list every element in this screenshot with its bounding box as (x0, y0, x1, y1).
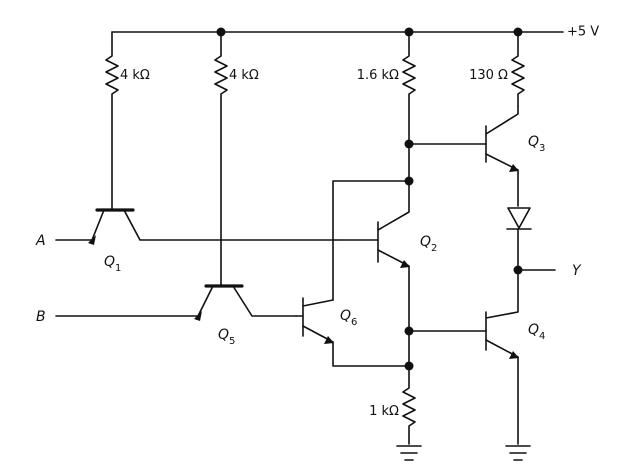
transistor-q5 (55, 283, 297, 321)
input-a-label: A (35, 233, 46, 249)
q6-emitter-arrow (324, 336, 334, 344)
junction-q2-collector (404, 176, 414, 186)
resistor-r2-label: 4 kΩ (229, 68, 259, 83)
q6-collector (302, 299, 334, 307)
output-y-label: Y (572, 263, 582, 279)
q6-emitter (302, 325, 410, 367)
q2-collector (377, 143, 410, 231)
junction-top-2 (404, 27, 414, 37)
diode (506, 207, 556, 271)
junction-top-1 (216, 27, 226, 37)
resistor-r3 (402, 31, 416, 145)
resistor-r2 (214, 31, 228, 285)
junction-top-3 (513, 27, 523, 37)
supply-label: +5 V (567, 25, 599, 40)
q6-collector-wire (332, 180, 410, 301)
ground-symbol-1 (396, 445, 422, 461)
resistor-r3-label: 1.6 kΩ (357, 68, 399, 83)
resistor-r4-label: 130 Ω (469, 68, 508, 83)
q2-emitter-arrow (400, 260, 410, 268)
q3-label: Q3 (528, 134, 545, 154)
resistor-r1 (105, 31, 119, 209)
q3-emitter-arrow (509, 164, 519, 172)
ground-symbol-2 (505, 445, 531, 461)
resistor-r5-label: 1 kΩ (369, 404, 399, 419)
q3-collector (485, 105, 519, 135)
q2-label: Q2 (420, 234, 437, 254)
resistor-r1-label: 4 kΩ (120, 68, 150, 83)
q5-label: Q5 (218, 327, 235, 347)
q3-emitter (485, 153, 519, 207)
transistor-q1 (55, 207, 337, 245)
q1-label: Q1 (104, 254, 121, 274)
resistor-r4 (511, 31, 525, 107)
q6-label: Q6 (340, 308, 357, 328)
input-b-label: B (36, 309, 46, 325)
q4-collector-wire (485, 269, 519, 319)
junction-q4-base (404, 326, 414, 336)
q4-label: Q4 (528, 322, 545, 342)
resistor-r5 (402, 365, 416, 445)
q4-emitter-arrow (509, 351, 519, 359)
